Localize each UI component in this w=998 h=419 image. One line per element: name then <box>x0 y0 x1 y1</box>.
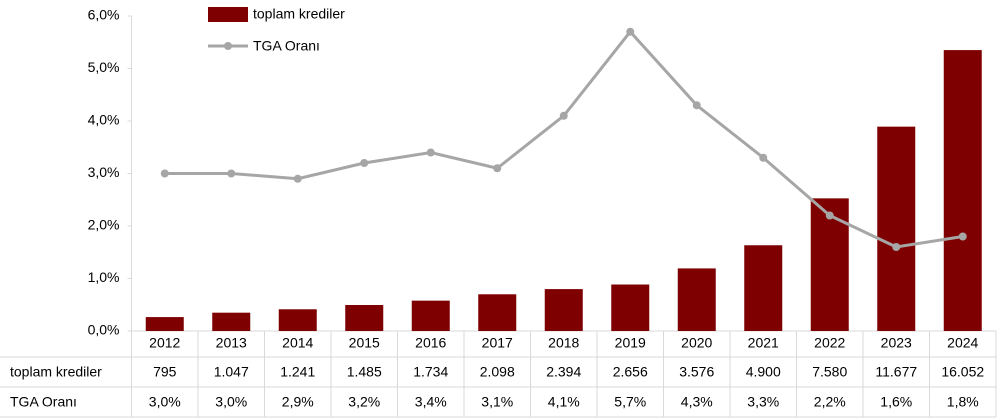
x-tick-label: 2019 <box>615 335 646 351</box>
line-marker <box>493 164 502 173</box>
bar <box>278 309 317 331</box>
table-cell: 3,3% <box>747 394 779 410</box>
table-cell: 3.576 <box>679 364 714 380</box>
table-cell: 16.052 <box>941 364 984 380</box>
table-row-label: TGA Oranı <box>10 394 77 410</box>
y-tick-label: 2,0% <box>88 217 120 233</box>
table-cell: 1.241 <box>280 364 315 380</box>
y-tick-label: 1,0% <box>88 269 120 285</box>
x-tick-label: 2021 <box>748 335 779 351</box>
bar <box>145 317 184 331</box>
line-marker <box>825 211 834 220</box>
bar <box>544 289 583 331</box>
x-tick-label: 2022 <box>814 335 845 351</box>
table-cell: 1.485 <box>347 364 382 380</box>
table-cell: 2,2% <box>814 394 846 410</box>
bar <box>744 245 783 331</box>
y-tick-label: 5,0% <box>88 59 120 75</box>
table-cell: 2.394 <box>546 364 581 380</box>
table-cell: 3,2% <box>348 394 380 410</box>
line-marker <box>426 148 435 157</box>
table-cell: 3,0% <box>215 394 247 410</box>
x-tick-label: 2015 <box>349 335 380 351</box>
bar <box>611 284 650 331</box>
line-marker <box>692 101 701 110</box>
line-marker <box>293 174 302 183</box>
line-marker <box>559 111 568 120</box>
bar <box>943 50 982 332</box>
x-tick-label: 2023 <box>881 335 912 351</box>
bar <box>212 312 251 331</box>
table-cell: 3,4% <box>415 394 447 410</box>
bar <box>411 300 450 331</box>
table-cell: 1.047 <box>214 364 249 380</box>
y-tick-label: 0,0% <box>88 322 120 338</box>
line-marker <box>360 159 369 167</box>
x-tick-label: 2018 <box>548 335 579 351</box>
table-cell: 3,1% <box>481 394 513 410</box>
legend-label: TGA Oranı <box>253 38 320 54</box>
table-cell: 5,7% <box>614 394 646 410</box>
line-marker <box>626 27 635 36</box>
y-tick-label: 6,0% <box>88 7 120 23</box>
table-cell: 4,3% <box>681 394 713 410</box>
line-marker <box>227 169 236 178</box>
x-tick-label: 2017 <box>482 335 513 351</box>
bar <box>478 294 517 331</box>
bar <box>677 268 716 331</box>
table-cell: 2.098 <box>480 364 515 380</box>
x-tick-label: 2012 <box>149 335 180 351</box>
y-tick-label: 3,0% <box>88 164 120 180</box>
line-marker <box>759 153 768 162</box>
legend-label: toplam krediler <box>253 6 345 22</box>
legend-swatch-bar <box>208 7 248 22</box>
table-cell: 1,6% <box>880 394 912 410</box>
line-marker <box>958 232 967 241</box>
table-cell: 2.656 <box>613 364 648 380</box>
bar <box>345 305 384 331</box>
table-cell: 1.734 <box>413 364 448 380</box>
x-tick-label: 2024 <box>947 335 978 351</box>
table-cell: 11.677 <box>875 364 917 380</box>
table-cell: 1,8% <box>947 394 979 410</box>
table-cell: 4,1% <box>548 394 580 410</box>
table-row-label: toplam krediler <box>10 364 102 380</box>
line-marker <box>160 169 169 178</box>
table-cell: 3,0% <box>149 394 181 410</box>
x-tick-label: 2020 <box>681 335 712 351</box>
x-tick-label: 2014 <box>282 335 313 351</box>
bar <box>877 126 916 331</box>
line-marker <box>892 243 901 251</box>
table-cell: 7.580 <box>812 364 847 380</box>
x-tick-label: 2016 <box>415 335 446 351</box>
table-cell: 4.900 <box>746 364 781 380</box>
x-tick-label: 2013 <box>216 335 247 351</box>
table-cell: 2,9% <box>282 394 314 410</box>
table-cell: 795 <box>153 364 177 380</box>
legend-marker <box>224 42 232 50</box>
y-tick-label: 4,0% <box>88 112 120 128</box>
